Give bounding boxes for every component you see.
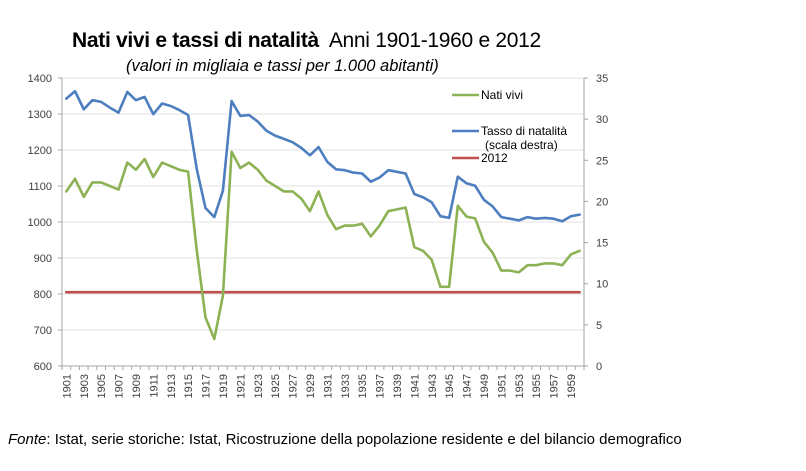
x-tick-label: 1955 xyxy=(531,374,543,398)
legend: Nati vivi Tasso di natalità(scala destra)… xyxy=(452,88,567,165)
chart-title-regular: Anni 1901-1960 e 2012 xyxy=(328,29,541,52)
legend-label: Nati vivi xyxy=(481,88,523,102)
x-tick-label: 1921 xyxy=(235,374,247,398)
y-tick-label: 700 xyxy=(34,325,52,337)
x-tick-label: 1959 xyxy=(566,374,578,398)
legend-label: 2012 xyxy=(481,151,508,165)
series-lines xyxy=(65,89,581,341)
y-tick-label: 1000 xyxy=(28,217,52,229)
x-tick-label: 1933 xyxy=(340,374,352,398)
y-tick-label: 1300 xyxy=(28,109,52,121)
x-tick-label: 1941 xyxy=(409,374,421,398)
right-y-axis-ticks: 0 5 10 15 20 25 30 35 xyxy=(584,73,608,373)
x-tick-label: 1931 xyxy=(322,374,334,398)
y-tick-label: 800 xyxy=(34,289,52,301)
y-tick-label: 1100 xyxy=(28,181,52,193)
left-y-axis-ticks: 600 700 800 900 1000 1100 1200 1300 1400 xyxy=(28,73,62,373)
y-tick-label: 600 xyxy=(34,361,52,373)
chart-subtitle: (valori in migliaia e tassi per 1.000 ab… xyxy=(126,57,439,75)
x-tick-label: 1915 xyxy=(183,374,195,398)
x-tick-label: 1945 xyxy=(444,374,456,398)
y2-tick-label: 15 xyxy=(596,238,608,250)
line-chart: 600 700 800 900 1000 1100 1200 1300 1400 0 5 10 15 2… xyxy=(28,73,609,398)
x-tick-label: 1917 xyxy=(201,374,213,398)
x-tick-label: 1905 xyxy=(96,374,108,398)
y-tick-label: 900 xyxy=(34,253,52,265)
x-tick-label: 1947 xyxy=(462,374,474,398)
x-tick-label: 1901 xyxy=(61,374,73,398)
y2-tick-label: 30 xyxy=(596,114,608,126)
x-tick-label: 1925 xyxy=(270,374,282,398)
legend-label-sub: (scala destra) xyxy=(485,138,558,152)
series-line-tasso-di-natalit-scala-destra xyxy=(65,89,581,223)
y-tick-label: 1400 xyxy=(28,73,52,85)
x-tick-label: 1929 xyxy=(305,374,317,398)
source-text: : Istat, serie storiche: Istat, Ricostru… xyxy=(46,431,682,448)
x-tick-label: 1903 xyxy=(79,374,91,398)
x-tick-label: 1919 xyxy=(218,374,230,398)
x-tick-label: 1937 xyxy=(375,374,387,398)
gridlines xyxy=(62,77,584,331)
x-tick-label: 1957 xyxy=(549,374,561,398)
x-tick-label: 1953 xyxy=(514,374,526,398)
y2-tick-label: 0 xyxy=(596,361,602,373)
x-tick-label: 1951 xyxy=(496,374,508,398)
x-tick-label: 1939 xyxy=(392,374,404,398)
x-tick-label: 1927 xyxy=(288,374,300,398)
y2-tick-label: 10 xyxy=(596,279,608,291)
legend-label: Tasso di natalità xyxy=(481,124,567,138)
y-tick-label: 1200 xyxy=(28,145,52,157)
x-tick-label: 1949 xyxy=(479,374,491,398)
x-tick-label: 1907 xyxy=(114,374,126,398)
chart-title-bold: Nati vivi e tassi di natalità xyxy=(72,29,319,52)
chart-title: Nati vivi e tassi di natalità Anni 1901-… xyxy=(72,29,541,53)
x-tick-label: 1923 xyxy=(253,374,265,398)
x-tick-label: 1909 xyxy=(131,374,143,398)
source-note: Fonte: Istat, serie storiche: Istat, Ric… xyxy=(8,431,682,448)
x-tick-label: 1943 xyxy=(427,374,439,398)
source-label: Fonte xyxy=(8,431,47,448)
x-tick-label: 1935 xyxy=(357,374,369,398)
series-line-nati-vivi xyxy=(65,150,581,341)
y2-tick-label: 5 xyxy=(596,320,602,332)
x-axis-ticks: 1901 1903 1905 1907 1909 1911 1913 1915 1917 1919… xyxy=(61,366,585,398)
x-tick-label: 1911 xyxy=(148,374,160,398)
x-tick-label: 1913 xyxy=(166,374,178,398)
y2-tick-label: 35 xyxy=(596,73,608,85)
y2-tick-label: 25 xyxy=(596,155,608,167)
y2-tick-label: 20 xyxy=(596,196,608,208)
